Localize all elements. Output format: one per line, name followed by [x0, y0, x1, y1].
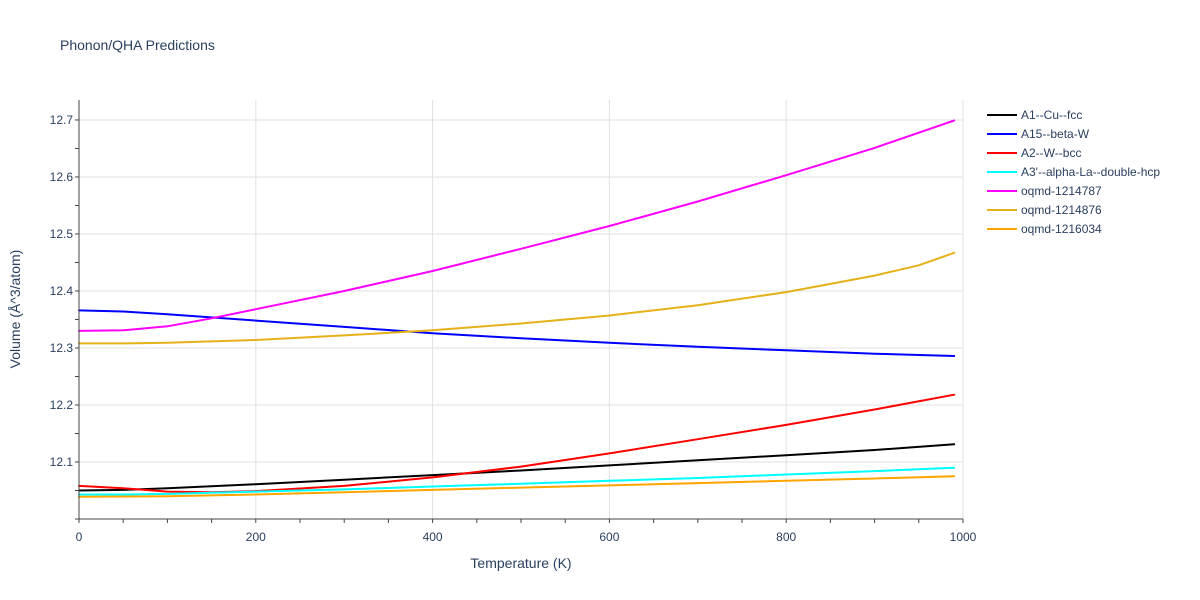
series-line-oqmd-1216034[interactable] [78, 475, 956, 498]
y-tick-label: 12.5 [50, 227, 74, 241]
legend-item[interactable]: A15--beta-W [987, 127, 1090, 141]
x-tick-label: 200 [246, 530, 266, 544]
series-line-oqmd-1214876[interactable] [78, 251, 956, 345]
series-line-a3-alpha-la-double-hcp[interactable] [78, 466, 956, 496]
y-axis-title: Volume (Å^3/atom) [7, 250, 23, 369]
legend-label: oqmd-1216034 [1021, 222, 1102, 236]
y-tick-label: 12.2 [50, 398, 74, 412]
legend-label: A2--W--bcc [1021, 146, 1081, 160]
legend-item[interactable]: oqmd-1214787 [987, 184, 1102, 198]
series-line-a15-beta-w[interactable] [78, 309, 956, 357]
x-tick-label: 1000 [950, 530, 977, 544]
legend-item[interactable]: oqmd-1214876 [987, 203, 1102, 217]
y-tick-label: 12.1 [50, 455, 74, 469]
legend[interactable]: A1--Cu--fcc A15--beta-W A2--W--bcc A3'--alp… [987, 108, 1160, 236]
x-tick-label: 600 [599, 530, 619, 544]
legend-label: A15--beta-W [1021, 127, 1090, 141]
legend-label: oqmd-1214787 [1021, 184, 1102, 198]
x-axis-title: Temperature (K) [470, 555, 571, 571]
series-line-oqmd-1214787[interactable] [78, 119, 956, 332]
x-tick-label: 400 [423, 530, 443, 544]
legend-label: A1--Cu--fcc [1021, 108, 1082, 122]
y-tick-label: 12.4 [50, 284, 74, 298]
series-line-a2-w-bcc[interactable] [78, 393, 956, 494]
chart-title: Phonon/QHA Predictions [60, 37, 215, 53]
y-tick-label: 12.6 [50, 170, 74, 184]
y-tick-label: 12.7 [50, 113, 74, 127]
legend-item[interactable]: A1--Cu--fcc [987, 108, 1082, 122]
legend-label: oqmd-1214876 [1021, 203, 1102, 217]
x-tick-label: 800 [776, 530, 796, 544]
x-tick-label: 0 [76, 530, 83, 544]
axes: 0 200 400 600 800 1000 12.1 12.2 12.3 12.4 12.5 12.… [50, 100, 977, 544]
grid-lines [79, 100, 964, 519]
legend-label: A3'--alpha-La--double-hcp [1021, 165, 1160, 179]
plot-area [78, 119, 956, 498]
legend-item[interactable]: A3'--alpha-La--double-hcp [987, 165, 1160, 179]
legend-item[interactable]: A2--W--bcc [987, 146, 1081, 160]
legend-item[interactable]: oqmd-1216034 [987, 222, 1102, 236]
y-tick-label: 12.3 [50, 341, 74, 355]
